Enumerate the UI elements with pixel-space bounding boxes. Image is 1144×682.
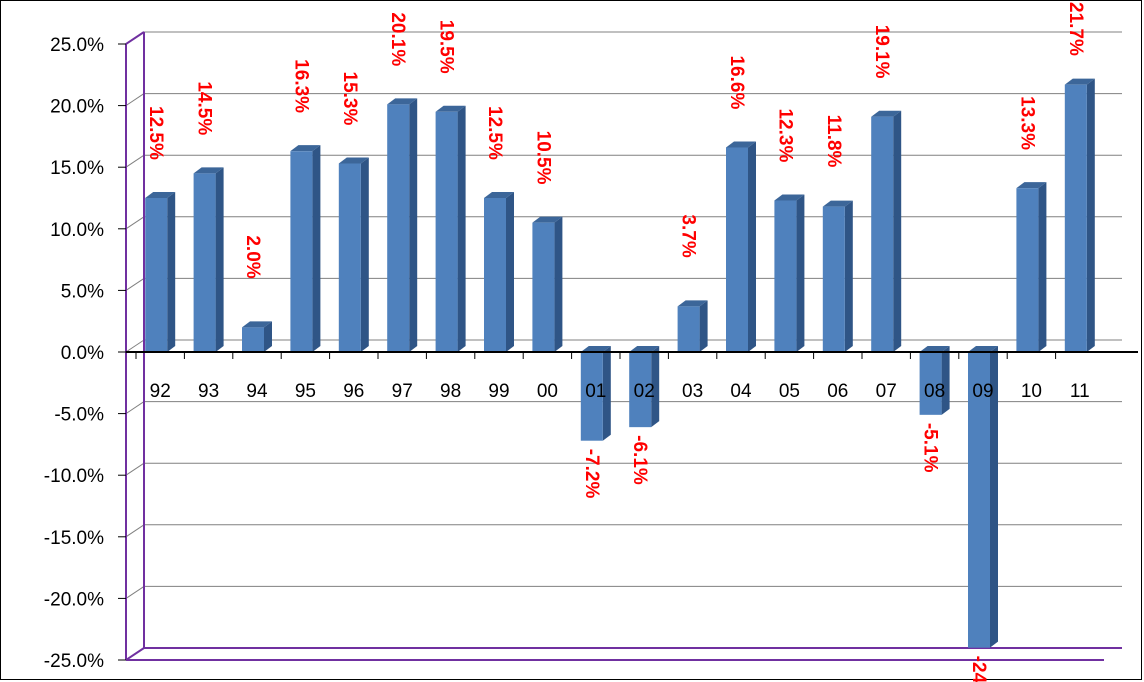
y-tick-label: 15.0%: [50, 158, 104, 179]
x-tick-label: 99: [488, 381, 509, 402]
data-label: 19.5%: [436, 20, 457, 74]
data-label: 12.5%: [145, 106, 166, 160]
gridline: [125, 462, 1122, 476]
y-tick-label: -5.0%: [54, 405, 104, 426]
data-label: -24.0%: [968, 656, 989, 682]
x-tick-label: 97: [392, 381, 413, 402]
bar: [1016, 182, 1047, 352]
x-tick-label: 96: [343, 381, 364, 402]
bar: [242, 321, 272, 352]
x-tick-label: 93: [198, 381, 219, 402]
side-wall-top: [125, 31, 145, 45]
y-tick-label: -25.0%: [44, 651, 104, 672]
gridline: [125, 277, 1122, 291]
data-label: 19.1%: [871, 25, 892, 79]
bar: [726, 141, 756, 352]
data-label: 21.7%: [1065, 2, 1086, 56]
chart-walls: [125, 31, 1122, 661]
x-tick-label: 10: [1021, 381, 1042, 402]
bar: [484, 192, 514, 352]
bar: [532, 216, 563, 352]
bar: [338, 157, 369, 352]
gridline: [125, 524, 1122, 538]
x-tick-label: 05: [779, 381, 800, 402]
bar: [968, 346, 998, 648]
gridline: [125, 93, 1122, 107]
x-tick-label: 95: [295, 381, 316, 402]
bar: [1064, 78, 1095, 352]
x-tick-label: 92: [150, 381, 171, 402]
bar: [387, 98, 418, 352]
bar: [580, 346, 611, 441]
data-label: 16.6%: [726, 55, 747, 109]
x-tick-label: 01: [585, 381, 606, 402]
x-tick-label: 00: [537, 381, 558, 402]
data-labels: 12.5% 14.5% 2.0% 16.3% 15.3% 20.1% 19.5% 12.5% 1…: [145, 2, 1086, 682]
data-label: 15.3%: [339, 72, 360, 126]
bar: [435, 105, 466, 352]
data-label: 14.5%: [194, 81, 215, 135]
bar: [871, 110, 902, 352]
y-tick-label: 20.0%: [50, 97, 104, 118]
data-label: 12.3%: [774, 108, 795, 162]
bar: [822, 200, 853, 352]
y-tick-label: 0.0%: [61, 343, 104, 364]
x-tick-label: 06: [827, 381, 848, 402]
x-tick-label: 94: [246, 381, 268, 402]
x-tick-label: 08: [924, 381, 945, 402]
data-label: -7.2%: [581, 449, 602, 499]
bar: [677, 300, 708, 352]
data-label: -6.1%: [629, 435, 650, 485]
data-label: 11.8%: [823, 115, 844, 168]
x-tick-label: 02: [634, 381, 655, 402]
gridline: [125, 31, 1122, 45]
y-tick-label: -15.0%: [44, 528, 104, 549]
data-label: -5.1%: [920, 423, 941, 473]
bar: [629, 346, 660, 428]
y-tick-label: 25.0%: [50, 35, 104, 56]
gridline: [125, 216, 1122, 230]
data-label: 3.7%: [678, 214, 699, 257]
data-label: 12.5%: [484, 106, 505, 160]
y-tick-label: 5.0%: [61, 281, 104, 302]
data-label: 2.0%: [242, 235, 263, 278]
bars: [145, 78, 1095, 648]
x-tick-label: 09: [972, 381, 993, 402]
axes: 25.0% 20.0% 15.0% 10.0% 5.0% 0.0% -5.0% -10.0% -…: [44, 35, 1138, 672]
gridline: [125, 154, 1122, 168]
bar: [145, 192, 176, 352]
x-tick-label: 11: [1070, 381, 1090, 402]
x-tick-label: 98: [440, 381, 461, 402]
data-label: 16.3%: [290, 59, 311, 113]
floor-edge-left: [125, 647, 145, 661]
data-label: 13.3%: [1016, 96, 1037, 150]
data-label: 10.5%: [532, 131, 553, 185]
x-tick-label: 03: [682, 381, 703, 402]
x-tick-label: 04: [730, 381, 752, 402]
gridline: [125, 585, 1122, 599]
y-tick-label: -20.0%: [44, 589, 104, 610]
bar: [919, 346, 950, 415]
data-label: 20.1%: [387, 12, 408, 66]
bar: [290, 145, 321, 352]
y-tick-label: -10.0%: [44, 466, 104, 487]
bar: [774, 194, 805, 352]
y-tick-label: 10.0%: [50, 220, 104, 241]
x-tick-label: 07: [876, 381, 897, 402]
bar: [193, 167, 224, 352]
